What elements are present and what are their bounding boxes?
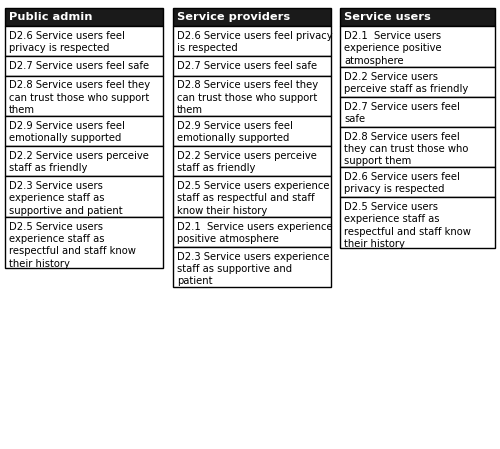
- Text: D2.3 Service users
experience staff as
supportive and patient: D2.3 Service users experience staff as s…: [9, 181, 122, 216]
- Text: D2.8 Service users feel they
can trust those who support
them: D2.8 Service users feel they can trust t…: [177, 80, 318, 115]
- Bar: [173, 216, 331, 247]
- Bar: [5, 75, 163, 116]
- Bar: [173, 146, 331, 176]
- Bar: [173, 8, 331, 26]
- Text: D2.2 Service users
perceive staff as friendly: D2.2 Service users perceive staff as fri…: [344, 71, 468, 94]
- Bar: [340, 127, 495, 167]
- Text: Service users: Service users: [344, 12, 431, 22]
- Bar: [5, 56, 163, 75]
- Bar: [340, 197, 495, 248]
- Bar: [5, 26, 163, 56]
- Bar: [340, 66, 495, 97]
- Text: D2.8 Service users feel
they can trust those who
support them: D2.8 Service users feel they can trust t…: [344, 132, 469, 166]
- Text: D2.5 Service users experience
staff as respectful and staff
know their history: D2.5 Service users experience staff as r…: [177, 181, 330, 216]
- Bar: [5, 176, 163, 216]
- Bar: [173, 116, 331, 146]
- Text: D2.8 Service users feel they
can trust those who support
them: D2.8 Service users feel they can trust t…: [9, 80, 150, 115]
- Text: Service providers: Service providers: [177, 12, 290, 22]
- Text: Public admin: Public admin: [9, 12, 92, 22]
- Bar: [5, 146, 163, 176]
- Text: D2.1  Service users
experience positive
atmosphere: D2.1 Service users experience positive a…: [344, 31, 442, 66]
- Bar: [5, 216, 163, 268]
- Bar: [173, 176, 331, 216]
- Text: D2.3 Service users experience
staff as supportive and
patient: D2.3 Service users experience staff as s…: [177, 251, 330, 286]
- Bar: [340, 26, 495, 66]
- Text: D2.6 Service users feel
privacy is respected: D2.6 Service users feel privacy is respe…: [9, 31, 125, 53]
- Text: D2.6 Service users feel
privacy is respected: D2.6 Service users feel privacy is respe…: [344, 172, 460, 194]
- Bar: [340, 8, 495, 26]
- Text: D2.6 Service users feel privacy
is respected: D2.6 Service users feel privacy is respe…: [177, 31, 332, 53]
- Text: D2.2 Service users perceive
staff as friendly: D2.2 Service users perceive staff as fri…: [177, 151, 317, 173]
- Bar: [173, 56, 331, 75]
- Bar: [340, 167, 495, 197]
- Text: D2.7 Service users feel safe: D2.7 Service users feel safe: [177, 61, 317, 71]
- Bar: [5, 116, 163, 146]
- Text: D2.9 Service users feel
emotionally supported: D2.9 Service users feel emotionally supp…: [177, 121, 293, 143]
- Text: D2.7 Service users feel
safe: D2.7 Service users feel safe: [344, 101, 460, 124]
- Text: D2.1  Service users experience
positive atmosphere: D2.1 Service users experience positive a…: [177, 221, 332, 244]
- Text: D2.7 Service users feel safe: D2.7 Service users feel safe: [9, 61, 149, 71]
- Bar: [340, 97, 495, 127]
- Bar: [5, 8, 163, 26]
- Text: D2.5 Service users
experience staff as
respectful and staff know
their history: D2.5 Service users experience staff as r…: [9, 221, 136, 269]
- Text: D2.2 Service users perceive
staff as friendly: D2.2 Service users perceive staff as fri…: [9, 151, 149, 173]
- Text: D2.5 Service users
experience staff as
respectful and staff know
their history: D2.5 Service users experience staff as r…: [344, 202, 471, 249]
- Text: D2.9 Service users feel
emotionally supported: D2.9 Service users feel emotionally supp…: [9, 121, 125, 143]
- Bar: [173, 26, 331, 56]
- Bar: [173, 247, 331, 287]
- Bar: [173, 75, 331, 116]
